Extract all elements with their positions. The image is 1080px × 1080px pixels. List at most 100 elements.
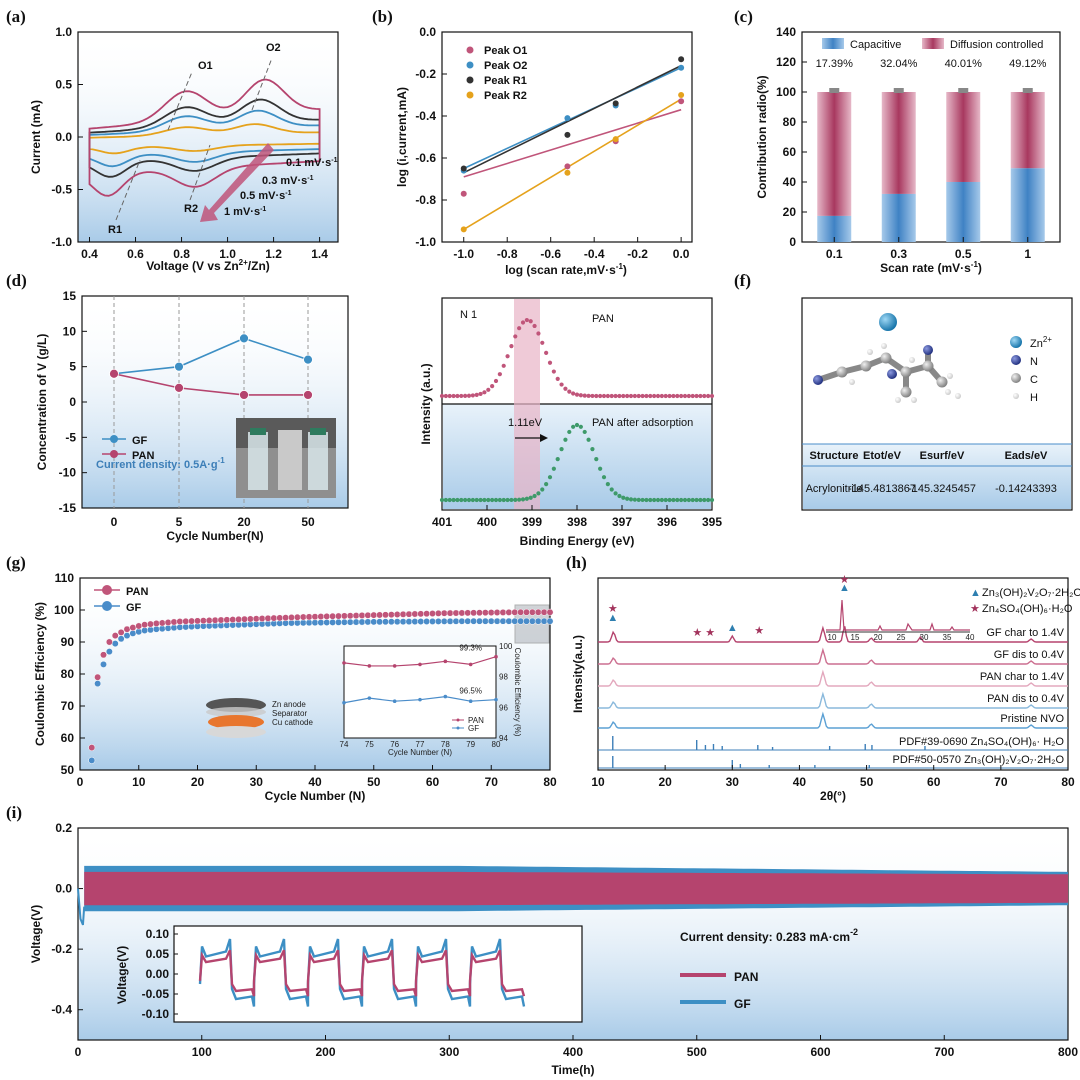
y-tick-label: -1.0 <box>415 235 436 249</box>
point-pan <box>323 612 331 620</box>
point-gf <box>405 618 413 626</box>
inset-pan-value: 99.3% <box>459 644 482 653</box>
y-tick-label: -0.8 <box>415 193 436 207</box>
top-curve-point <box>555 376 560 381</box>
bottom-curve-point <box>544 482 549 487</box>
bottom-curve-point <box>459 497 464 503</box>
y-tick-label: 90 <box>61 635 75 649</box>
trace-label-0: GF char to 1.4V <box>986 627 1064 639</box>
legend-atom-c <box>1011 373 1021 383</box>
trace-label-3: PAN dis to 0.4V <box>987 693 1064 705</box>
point-gf <box>499 617 507 625</box>
data-point-peak-o1 <box>460 190 467 197</box>
point-pan <box>174 382 184 393</box>
x-tick-label: 60 <box>927 775 941 789</box>
panel-e-bottom-curve <box>439 422 715 503</box>
bottom-curve-point <box>520 497 526 502</box>
top-curve-point <box>594 393 599 399</box>
y-tick-label: 20 <box>783 205 797 219</box>
point-pan <box>528 608 536 616</box>
panel-c-contribution-bars: (c) 0 20 40 60 80 100 120 140 17.39% 0.1 32.04% 0.… <box>734 7 1061 275</box>
point-pan <box>188 617 196 625</box>
top-curve-point <box>497 372 502 377</box>
point-pan <box>523 608 530 616</box>
bottom-curve-point <box>598 466 603 471</box>
inset-gf-point <box>443 694 448 699</box>
y-tick-label: 100 <box>54 603 74 617</box>
point-pan <box>303 390 313 400</box>
photo-clamp <box>278 430 302 490</box>
x-tick-label: 20 <box>658 775 672 789</box>
point-pan <box>311 613 319 621</box>
top-curve-point <box>463 393 468 398</box>
point-pan <box>141 621 149 629</box>
top-curve-point <box>478 391 483 397</box>
bottom-curve-point <box>482 497 487 503</box>
atom-h <box>895 397 901 403</box>
point-pan <box>487 609 495 617</box>
atom-c <box>836 366 848 378</box>
panel-e-x-ticks: 401 400 399 398 397 396 395 <box>432 505 722 529</box>
trace-label-2: PAN char to 1.4V <box>980 671 1065 683</box>
y-tick-label: 80 <box>61 667 75 681</box>
table-cell: -145.3245457 <box>908 483 976 495</box>
point-gf <box>511 617 519 625</box>
top-curve-point <box>682 393 688 399</box>
point-gf <box>493 617 501 625</box>
point-gf <box>141 627 149 634</box>
point-gf <box>305 619 313 627</box>
x-tick-label: 0.6 <box>127 247 144 261</box>
point-gf <box>164 624 172 632</box>
rate-label-2: 0.5 mV·s-1 <box>240 190 292 202</box>
fit-line-1 <box>463 66 682 170</box>
x-tick-label: 0.3 <box>890 247 907 261</box>
inset-pan-point <box>468 662 473 667</box>
panel-h-frame <box>597 577 1069 771</box>
legend-label-c: C <box>1030 374 1038 386</box>
point-pan <box>476 609 483 617</box>
point-pan <box>235 615 243 623</box>
point-gf <box>423 618 431 625</box>
top-curve-point <box>474 392 479 397</box>
top-curve-point <box>582 393 587 398</box>
point-gf <box>152 625 160 633</box>
point-gf <box>393 618 401 626</box>
top-curve-point <box>663 393 668 399</box>
y-tick-label: 10 <box>63 324 77 338</box>
point-pan <box>246 615 254 623</box>
top-curve-point <box>675 393 680 399</box>
panel-a-xlabel: Voltage (V vs Zn2+/Zn) <box>146 258 270 273</box>
panel-a-cv-curves: (a) 1.0 0.5 0.0 -0.5 -1.0 0.4 0.6 0.8 1.0 1.2 1.4… <box>6 7 339 273</box>
atom-c <box>860 360 872 372</box>
y-tick-label: 0.5 <box>55 78 72 92</box>
top-curve-point <box>698 393 703 399</box>
top-curve-point <box>574 392 580 397</box>
peak-r1-label: R1 <box>108 224 122 236</box>
inset-content: 74 75 76 77 78 79 80 100 98 96 94 Cycle Number (N) C… <box>340 642 522 757</box>
series-line-gf <box>113 337 309 375</box>
panel-i-label: (i) <box>6 803 22 822</box>
panel-a-x-ticks: 0.4 0.6 0.8 1.0 1.2 1.4 <box>81 237 328 261</box>
panel-e-lower-background <box>443 404 711 509</box>
y-tick-label: 60 <box>61 731 75 745</box>
trace-label-4: Pristine NVO <box>1000 713 1064 725</box>
inset-x-tick: 74 <box>340 740 349 749</box>
point-gf <box>382 618 389 626</box>
bottom-curve-point <box>609 487 614 492</box>
point-pan <box>293 613 301 621</box>
point-gf <box>517 617 525 625</box>
bottom-curve-point <box>501 497 506 503</box>
x-tick-label: 50 <box>367 775 381 789</box>
point-gf <box>487 617 495 625</box>
table-cell: -145.4813867 <box>848 483 916 495</box>
point-gf <box>335 618 342 626</box>
top-curve-point <box>540 340 545 345</box>
top-curve-point <box>686 393 691 399</box>
legend-marker-pan <box>102 585 112 595</box>
inset-pan-point <box>443 659 448 664</box>
top-curve-point <box>679 393 684 399</box>
y-tick-label: 120 <box>776 55 796 69</box>
legend-diffusion-label: Diffusion controlled <box>950 39 1043 51</box>
point-gf <box>523 617 530 625</box>
data-point-peak-r1 <box>678 56 685 63</box>
